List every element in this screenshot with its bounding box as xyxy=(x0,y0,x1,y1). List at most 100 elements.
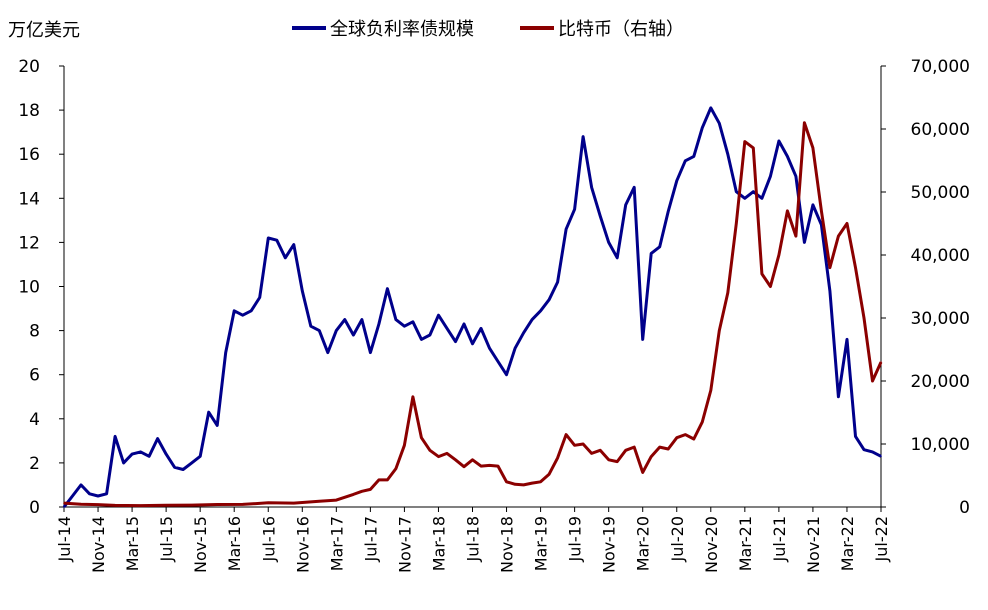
data-point-neg-yield xyxy=(403,325,406,328)
data-point-neg-yield xyxy=(871,451,874,453)
data-point-bitcoin xyxy=(752,147,755,149)
data-point-bitcoin xyxy=(548,473,550,476)
data-point-neg-yield xyxy=(233,310,235,312)
y-left-tick-label: 14 xyxy=(18,189,40,209)
y-left-tick-label: 2 xyxy=(29,454,40,474)
data-point-neg-yield xyxy=(386,287,389,290)
x-tick-label: Nov-20 xyxy=(702,516,721,573)
data-point-neg-yield xyxy=(224,351,227,354)
series-line-neg-yield xyxy=(62,106,882,508)
data-point-bitcoin xyxy=(352,493,355,496)
x-tick-label: Nov-19 xyxy=(600,516,619,573)
data-point-neg-yield xyxy=(880,455,882,458)
data-point-bitcoin xyxy=(139,504,142,507)
data-point-neg-yield xyxy=(190,462,193,464)
data-point-neg-yield xyxy=(752,190,755,193)
data-point-neg-yield xyxy=(378,323,380,325)
data-point-bitcoin xyxy=(446,452,448,455)
data-point-neg-yield xyxy=(684,160,687,162)
data-point-neg-yield xyxy=(616,257,618,259)
x-tick-label: Mar-18 xyxy=(429,516,448,571)
data-point-neg-yield xyxy=(582,135,584,138)
data-point-neg-yield xyxy=(241,314,244,317)
data-point-bitcoin xyxy=(650,455,652,458)
data-point-neg-yield xyxy=(727,153,729,155)
x-tick-label: Mar-22 xyxy=(838,516,857,571)
data-point-bitcoin xyxy=(522,484,525,486)
data-point-neg-yield xyxy=(437,314,440,317)
data-point-neg-yield xyxy=(105,493,108,495)
data-point-neg-yield xyxy=(624,204,627,206)
data-point-neg-yield xyxy=(829,290,831,292)
data-point-neg-yield xyxy=(344,318,346,321)
data-point-neg-yield xyxy=(590,186,593,189)
data-point-bitcoin xyxy=(471,459,474,461)
y-left-tick-label: 16 xyxy=(18,145,40,165)
data-point-bitcoin xyxy=(216,503,218,506)
legend: 全球负利率债规模 比特币（右轴） xyxy=(292,19,684,40)
data-point-bitcoin xyxy=(676,436,678,439)
data-point-bitcoin xyxy=(582,443,584,445)
data-point-bitcoin xyxy=(63,502,65,504)
data-point-neg-yield xyxy=(769,175,772,178)
data-point-bitcoin xyxy=(616,460,618,463)
data-point-bitcoin xyxy=(497,465,499,467)
data-point-bitcoin xyxy=(318,500,321,503)
series-line-bitcoin xyxy=(63,121,883,508)
data-point-neg-yield xyxy=(735,190,738,193)
data-point-neg-yield xyxy=(429,334,431,336)
data-point-neg-yield xyxy=(173,466,176,469)
data-point-neg-yield xyxy=(573,208,576,211)
y-left-tick-label: 10 xyxy=(18,278,40,298)
x-tick-label: Nov-16 xyxy=(293,516,312,573)
data-point-bitcoin xyxy=(735,222,738,225)
data-point-neg-yield xyxy=(420,338,423,341)
legend-label-bitcoin: 比特币（右轴） xyxy=(558,19,684,40)
data-point-bitcoin xyxy=(829,266,831,269)
data-point-bitcoin xyxy=(97,503,99,506)
data-point-neg-yield xyxy=(820,224,823,226)
data-point-neg-yield xyxy=(650,252,652,255)
data-point-bitcoin xyxy=(420,436,423,439)
data-point-bitcoin xyxy=(795,235,797,237)
x-tick-label: Mar-20 xyxy=(634,516,653,571)
data-point-bitcoin xyxy=(514,483,516,486)
data-point-bitcoin xyxy=(395,467,397,470)
x-tick-label: Jul-16 xyxy=(259,516,278,562)
x-tick-label: Nov-18 xyxy=(498,516,517,573)
data-point-neg-yield xyxy=(565,228,567,230)
data-point-bitcoin xyxy=(701,421,704,423)
x-tick-label: Jul-17 xyxy=(361,516,380,562)
data-point-bitcoin xyxy=(846,222,848,225)
x-tick-label: Nov-14 xyxy=(89,516,108,573)
data-point-bitcoin xyxy=(871,380,874,382)
data-point-bitcoin xyxy=(505,481,508,483)
data-point-neg-yield xyxy=(250,310,252,312)
x-tick-label: Jul-20 xyxy=(668,516,687,562)
data-point-neg-yield xyxy=(693,155,695,158)
data-point-bitcoin xyxy=(361,490,363,493)
data-point-bitcoin xyxy=(267,502,270,504)
data-point-neg-yield xyxy=(88,493,91,495)
x-tick-label: Mar-19 xyxy=(532,516,551,571)
y-left-axis-title: 万亿美元 xyxy=(8,20,80,41)
y-right-tick-label: 60,000 xyxy=(911,120,970,140)
data-point-neg-yield xyxy=(284,257,287,259)
data-point-neg-yield xyxy=(522,332,525,334)
data-point-neg-yield xyxy=(80,484,82,486)
data-point-bitcoin xyxy=(769,285,772,288)
data-point-neg-yield xyxy=(701,126,704,129)
data-point-bitcoin xyxy=(480,465,482,467)
data-point-neg-yield xyxy=(846,338,848,341)
data-point-bitcoin xyxy=(454,459,457,461)
data-point-bitcoin xyxy=(880,361,882,363)
x-tick-label: Nov-21 xyxy=(804,516,823,573)
data-point-neg-yield xyxy=(182,468,184,471)
data-point-bitcoin xyxy=(335,499,338,501)
data-point-neg-yield xyxy=(454,340,457,343)
x-tick-label: Mar-16 xyxy=(225,516,244,571)
data-point-neg-yield xyxy=(71,495,74,497)
data-point-bitcoin xyxy=(684,433,687,436)
